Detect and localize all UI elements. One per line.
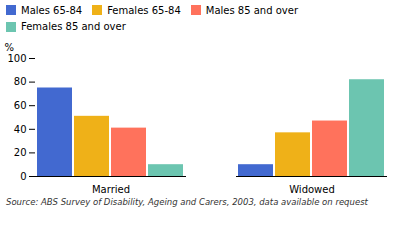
- html-text:Source: ABS Survey of Disabili: Source: ABS Survey of Disability, Ageing…: [6, 197, 368, 207]
- svg-text:100: 100: [7, 53, 26, 64]
- svg-text:80: 80: [14, 76, 27, 87]
- html-text:Males 85 and over: Males 85 and over: [205, 4, 298, 16]
- svg-text:60: 60: [14, 100, 27, 111]
- html-text:Females 65-84: Females 65-84: [107, 4, 181, 16]
- html-text:Females 85 and over: Females 85 and over: [21, 21, 126, 33]
- svg-text:0: 0: [20, 171, 26, 182]
- html-text:Males 65-84: Males 65-84: [21, 4, 83, 16]
- svg-text:Widowed: Widowed: [289, 184, 335, 195]
- svg-text:20: 20: [14, 147, 27, 158]
- svg-text:Married: Married: [92, 184, 130, 195]
- svg-text:%: %: [5, 42, 15, 53]
- svg-text:40: 40: [14, 124, 27, 135]
